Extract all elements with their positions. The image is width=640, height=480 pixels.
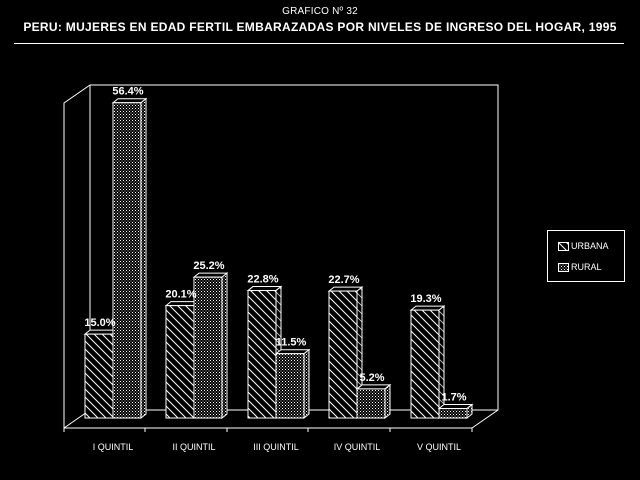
bar-urbana-2 [165,305,195,419]
data-label-rural-2: 25.2% [193,260,224,272]
data-label-urbana-3: 22.8% [247,274,278,286]
bars-group [83,97,474,420]
tick-label-3: III QUINTIL [253,442,299,452]
data-label-urbana-1: 15.0% [84,317,115,329]
bar-rural-2 [193,276,223,419]
data-label-urbana-5: 19.3% [410,293,441,305]
chart-supertitle: GRAFICO Nº 32 [282,6,358,17]
bar-urbana-1 [84,333,114,419]
legend-swatch-urbana [558,241,569,251]
chart-title: PERU: MUJERES EN EDAD FERTIL EMBARAZADAS… [23,20,617,34]
data-label-rural-4: 5.2% [359,372,384,384]
data-label-urbana-2: 20.1% [165,289,196,301]
bar-rural-5 [438,407,468,419]
bar-rural-1-side [140,97,147,420]
title-divider [14,43,624,44]
bar-rural-4-side [384,383,391,420]
bar-urbana-5 [410,309,440,419]
frame-outline [63,84,499,429]
data-label-rural-5: 1.7% [441,391,466,403]
legend-label-urbana: URBANA [571,241,609,251]
tick-label-2: II QUINTIL [172,442,215,452]
tick-label-4: IV QUINTIL [334,442,381,452]
legend-item-rural: RURAL [558,262,602,272]
legend-item-urbana: URBANA [558,241,609,251]
bar-urbana-3 [247,290,277,419]
bar-rural-3 [275,353,305,419]
bar-rural-3-side [303,348,310,420]
tick-label-5: V QUINTIL [417,442,461,452]
data-label-rural-3: 11.5% [276,337,307,349]
bar-rural-1 [112,102,142,419]
bar-urbana-4 [328,290,358,419]
data-label-urbana-4: 22.7% [328,274,359,286]
tick-label-1: I QUINTIL [93,442,134,452]
legend: URBANA RURAL [547,230,625,282]
bar-rural-2-side [221,272,228,420]
data-label-rural-1: 56.4% [112,86,143,98]
bar-rural-4 [356,388,386,419]
legend-label-rural: RURAL [571,262,602,272]
labels-group: 15.0% 56.4% I QUINTIL 20.1% 25.2% II QUINTIL 2… [63,86,473,452]
legend-swatch-rural [558,262,569,272]
